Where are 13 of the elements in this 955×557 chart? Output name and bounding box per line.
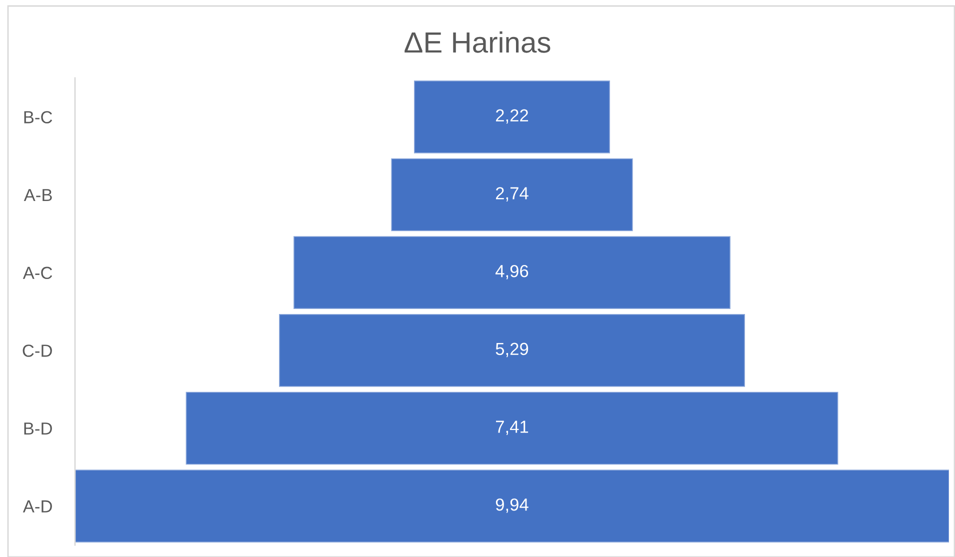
category-label: B-C <box>24 111 52 124</box>
data-label: 9,94 <box>496 498 528 513</box>
data-label: 5,29 <box>496 342 528 358</box>
category-label: C-D <box>22 344 52 357</box>
data-label: 7,41 <box>496 420 528 435</box>
category-label: A-D <box>22 500 52 512</box>
category-label: B-D <box>24 422 52 435</box>
data-label: 2,22 <box>496 109 528 124</box>
category-label: A-C <box>22 266 52 280</box>
data-label: 2,74 <box>496 187 528 202</box>
category-label: A-B <box>24 189 52 202</box>
data-label: 4,96 <box>496 264 528 280</box>
text: ΔE Harinas <box>404 31 550 53</box>
